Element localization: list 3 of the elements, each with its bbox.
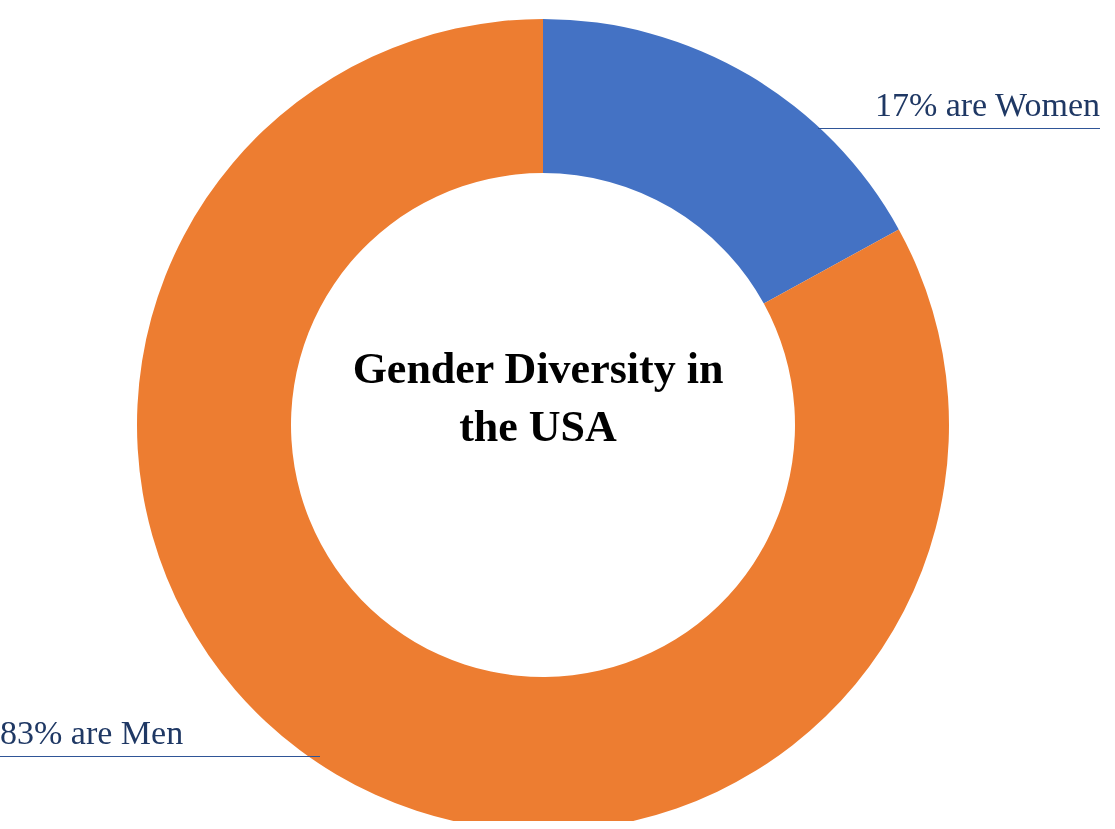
text: Gender Diversity in the USA: [351, 343, 725, 453]
slice-label: 17% are Women: [818, 86, 1100, 129]
slice-label: 83% are Men: [0, 714, 320, 757]
